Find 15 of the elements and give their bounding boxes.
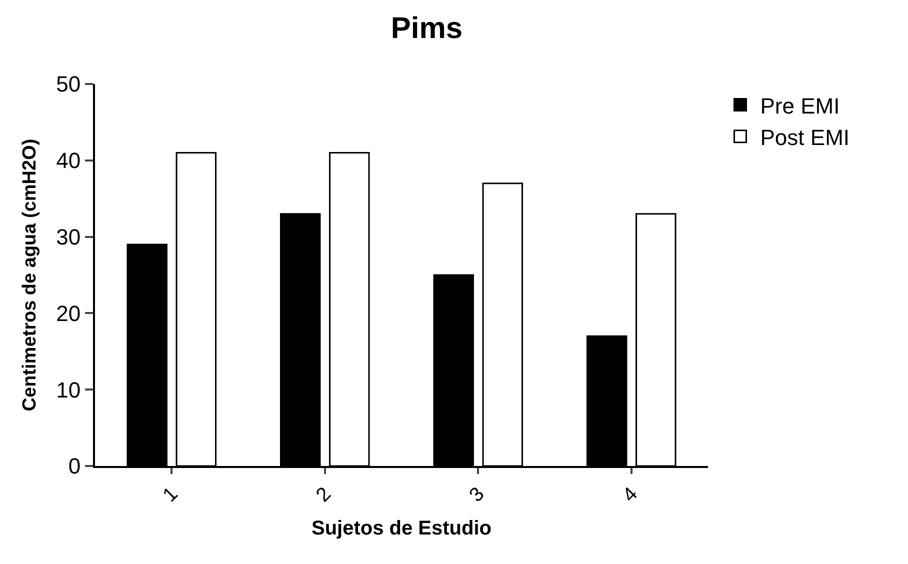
legend-label: Post EMI [760,124,850,150]
legend-label: Pre EMI [760,93,840,118]
x-tick-label: 3 [465,483,489,506]
y-tick-label: 0 [68,454,81,479]
x-tick-label: 4 [618,483,642,506]
y-tick-label: 10 [56,377,81,402]
y-tick-label: 50 [56,72,81,97]
x-tick-label: 1 [158,483,182,506]
x-axis-title: Sujetos de Estudio [311,517,492,540]
y-tick-label: 20 [56,300,81,326]
y-axis-title: Centimetros de agua (cmH2O) [19,138,40,412]
y-tick-label: 30 [56,224,81,250]
y-tick-label: 40 [56,148,81,174]
x-tick-label: 2 [312,483,336,506]
chart-title: Pims [390,12,463,45]
